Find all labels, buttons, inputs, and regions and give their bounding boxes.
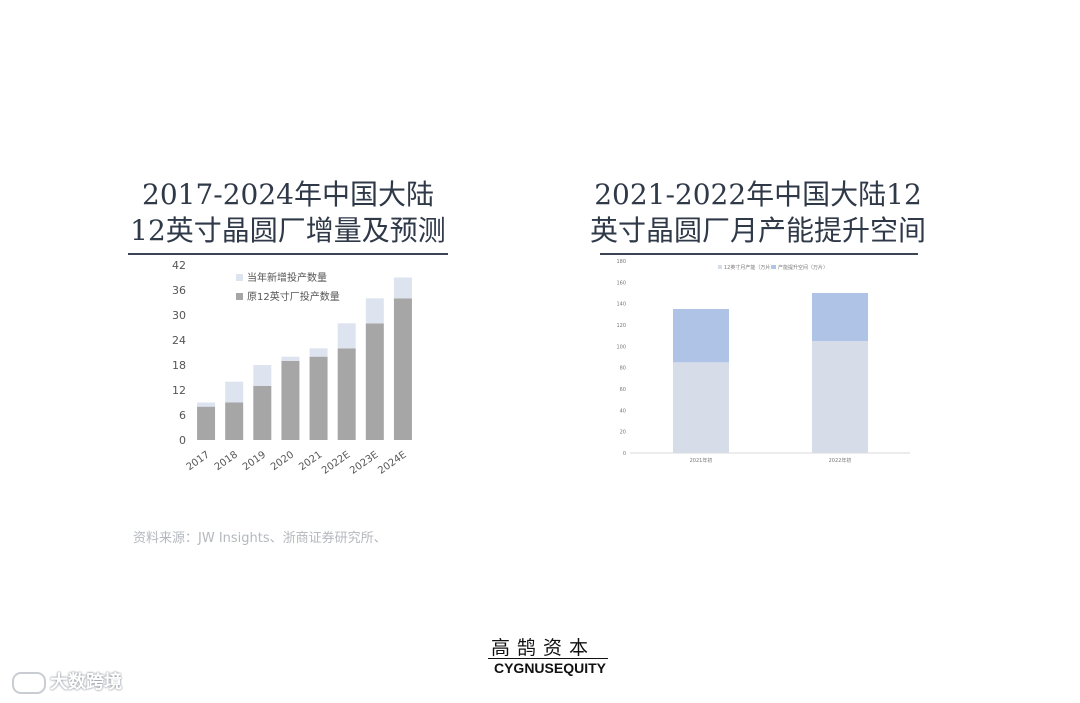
chart2-ytick-6: 120 — [616, 323, 626, 329]
chart2-legend-swatch-1 — [772, 265, 776, 269]
chart1-legend-swatch-0 — [236, 293, 243, 300]
chart1-ytick-0: 0 — [179, 434, 186, 447]
chart1-bar-2018-s1 — [225, 381, 244, 403]
logo-divider — [488, 658, 608, 659]
chart1-bar-2018-s0 — [225, 402, 244, 440]
chart1-ytick-4: 24 — [172, 334, 186, 347]
chart1-ytick-1: 6 — [179, 409, 186, 422]
chart1-xtick-6: 2023E — [348, 449, 380, 476]
watermark-icon — [12, 672, 46, 694]
chart1-bar-2021-s1 — [309, 348, 328, 357]
chart1-xtick-2: 2019 — [241, 449, 268, 473]
chart1-xtick-5: 2022E — [320, 449, 352, 476]
chart2-bar-0-s0 — [673, 362, 729, 453]
chart1-ytick-3: 18 — [172, 359, 186, 372]
chart2-ytick-4: 80 — [620, 366, 626, 372]
chart1-bar-2024E-s0 — [393, 298, 412, 440]
chart2-xtick-0: 2021年初 — [690, 457, 713, 464]
chart1-ytick-2: 12 — [172, 384, 186, 397]
chart1-xtick-0: 2017 — [185, 449, 212, 473]
chart2-ytick-5: 100 — [616, 344, 626, 350]
chart1-xtick-1: 2018 — [213, 449, 240, 473]
chart2-legend-label-1: 产能提升空间（万片） — [778, 264, 828, 271]
chart1-ytick-6: 36 — [172, 284, 186, 297]
chart2-title: 2021-2022年中国大陆12英寸晶圆厂月产能提升空间 — [589, 178, 926, 247]
chart1-bar-2020-s0 — [281, 360, 300, 440]
chart1-ytick-5: 30 — [172, 309, 186, 322]
chart1-bar-2023E-s0 — [365, 323, 384, 440]
chart2-ytick-3: 60 — [620, 387, 626, 393]
chart1-bar-2020-s1 — [281, 356, 300, 361]
chart1-xtick-7: 2024E — [376, 449, 408, 476]
chart1-xtick-3: 2020 — [269, 449, 296, 473]
chart1-bar-2017-s1 — [197, 402, 216, 407]
chart2-ytick-0: 0 — [623, 451, 626, 457]
chart1-ytick-7: 42 — [172, 259, 186, 272]
chart1-legend-swatch-1 — [236, 274, 243, 281]
chart2-ytick-9: 180 — [616, 259, 626, 265]
chart2-ytick-1: 20 — [620, 430, 626, 436]
chart1-bar-2019-s0 — [253, 385, 272, 440]
chart1-bar-2022E-s1 — [337, 323, 356, 349]
chart1-bar-2023E-s1 — [365, 298, 384, 324]
chart2-ytick-7: 140 — [616, 302, 626, 308]
chart1-legend-label-1: 当年新增投产数量 — [247, 271, 327, 284]
chart2-bar-1-s0 — [812, 341, 868, 453]
chart2-ytick-2: 40 — [620, 408, 626, 414]
watermark: 大数跨境 — [12, 668, 122, 694]
source-note: 资料来源：JW Insights、浙商证券研究所、 — [133, 531, 387, 546]
chart1-title-rule — [128, 253, 448, 255]
watermark-text: 大数跨境 — [50, 672, 122, 693]
logo-chinese: 高鹄资本 — [490, 637, 595, 659]
chart1-title: 2017-2024年中国大陆12英寸晶圆厂增量及预测 — [130, 178, 446, 247]
chart2-xtick-1: 2022年初 — [829, 457, 852, 464]
logo-english: CYGNUSEQUITY — [493, 660, 606, 676]
chart2-bar-0-s1 — [673, 309, 729, 363]
chart2-ytick-8: 160 — [616, 280, 626, 286]
chart1-bar-2022E-s0 — [337, 348, 356, 440]
chart2-bar-1-s1 — [812, 293, 868, 341]
chart1-bar-2024E-s1 — [393, 277, 412, 299]
chart1-legend-label-0: 原12英寸厂投产数量 — [247, 290, 340, 303]
chart1-bar-2017-s0 — [197, 406, 216, 440]
chart1-bar-2021-s0 — [309, 356, 328, 440]
chart2-title-rule — [600, 253, 918, 255]
chart2-legend-swatch-0 — [718, 265, 722, 269]
chart1-bar-2019-s1 — [253, 365, 272, 386]
chart2-capacity: 0 20 40 60 80 100 120 140 160 180 2021年初 2022年初 12英寸… — [616, 259, 910, 464]
chart2-legend-label-0: 12英寸月产能（万片） — [724, 264, 775, 271]
